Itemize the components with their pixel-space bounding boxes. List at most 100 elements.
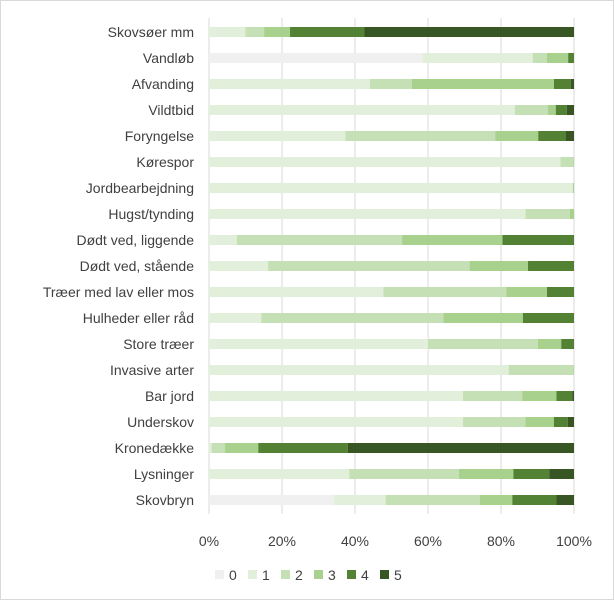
legend-label: 3	[328, 567, 336, 583]
bar-segment-4	[556, 391, 573, 401]
bar-segment-4	[502, 235, 574, 245]
bar-segment-2	[560, 157, 574, 167]
bar-segment-5	[567, 417, 574, 427]
bar-segment-3	[506, 287, 547, 297]
bar-segment-1	[422, 53, 533, 63]
bar-segment-4	[568, 53, 574, 63]
bar-segment-3	[537, 339, 562, 349]
bar-segment-2	[245, 27, 265, 37]
bar-segment-3	[573, 365, 574, 375]
bar-segment-4	[553, 417, 568, 427]
bar-segment-3	[411, 79, 554, 89]
bar-segment-2	[268, 261, 470, 271]
bar-segment-1	[209, 313, 262, 323]
bar-segment-3	[525, 417, 554, 427]
legend-swatch-3	[314, 570, 323, 579]
bar-segment-3	[495, 131, 539, 141]
category-label: Kørespor	[136, 154, 194, 170]
bar-segment-1	[209, 79, 370, 89]
category-label: Jordbearbejdning	[86, 180, 194, 196]
bar-segment-2	[463, 417, 526, 427]
bar-segment-2	[463, 391, 523, 401]
x-tick-label: 20%	[268, 533, 296, 549]
bar-segment-4	[512, 495, 557, 505]
bar-segment-3	[547, 105, 556, 115]
category-label: Bar jord	[145, 388, 194, 404]
category-label: Hugst/tynding	[108, 206, 194, 222]
category-label: Kronedække	[115, 440, 195, 456]
bar-segment-3	[469, 261, 529, 271]
bar-segment-4	[513, 469, 550, 479]
bar-segment-1	[209, 183, 573, 193]
bar-segment-1	[209, 27, 246, 37]
legend-swatch-4	[347, 570, 356, 579]
category-label: Skovbryn	[136, 492, 194, 508]
bar-segment-3	[522, 391, 557, 401]
legend-swatch-0	[215, 570, 224, 579]
bar-segment-4	[538, 131, 566, 141]
bar-segment-1	[209, 391, 464, 401]
bar-segment-1	[209, 105, 515, 115]
category-label: Vandløb	[143, 50, 194, 66]
bar-segment-4	[528, 261, 574, 271]
category-label: Vildtbid	[148, 102, 194, 118]
bar-segment-1	[209, 417, 464, 427]
bar-segment-5	[347, 443, 574, 453]
bar-segment-5	[565, 131, 574, 141]
bar-segment-5	[549, 469, 574, 479]
bar-segment-4	[546, 287, 574, 297]
bar-segment-3	[546, 53, 569, 63]
legend-label: 4	[361, 567, 369, 583]
bar-segment-3	[402, 235, 503, 245]
bar-segment-3	[569, 209, 574, 219]
bar-segment-2	[385, 495, 480, 505]
x-tick-label: 80%	[487, 533, 515, 549]
bar-segment-5	[570, 79, 574, 89]
category-label: Invasive arter	[110, 362, 194, 378]
category-label: Dødt ved, liggende	[76, 232, 194, 248]
bar-segment-2	[349, 469, 460, 479]
bar-segment-1	[209, 261, 269, 271]
bar-segment-1	[209, 209, 526, 219]
bar-segment-1	[209, 365, 509, 375]
bar-segment-2	[514, 105, 548, 115]
bar-segment-4	[258, 443, 348, 453]
bar-segment-0	[209, 53, 423, 63]
bar-segment-4	[555, 105, 567, 115]
bar-segment-1	[209, 235, 237, 245]
bar-segment-2	[532, 53, 547, 63]
category-label: Dødt ved, stående	[80, 258, 195, 274]
bar-segment-2	[428, 339, 538, 349]
bar-segment-3	[459, 469, 514, 479]
bar-segment-4	[290, 27, 365, 37]
legend-swatch-5	[380, 570, 389, 579]
category-label: Foryngelse	[125, 128, 194, 144]
bar-segment-1	[209, 469, 350, 479]
bar-segment-2	[261, 313, 444, 323]
legend-label: 1	[262, 567, 270, 583]
x-tick-label: 100%	[556, 533, 592, 549]
bar-segment-3	[264, 27, 291, 37]
category-label: Lysninger	[134, 466, 195, 482]
bar-segment-2	[236, 235, 403, 245]
category-label: Hulheder eller råd	[83, 310, 194, 326]
bar-segment-2	[345, 131, 496, 141]
category-label: Afvanding	[132, 76, 194, 92]
bar-segment-1	[209, 339, 428, 349]
bar-segment-2	[383, 287, 507, 297]
legend-swatch-2	[281, 570, 290, 579]
bar-segment-1	[209, 131, 346, 141]
bar-segment-2	[525, 209, 570, 219]
bar-segment-1	[333, 495, 386, 505]
bar-segment-1	[209, 443, 212, 453]
bar-segment-2	[369, 79, 412, 89]
bar-segment-2	[508, 365, 574, 375]
x-tick-label: 0%	[199, 533, 219, 549]
bar-segment-5	[572, 391, 574, 401]
legend-label: 0	[229, 567, 237, 583]
category-label: Træer med lav eller mos	[43, 284, 194, 300]
bar-segment-0	[209, 495, 334, 505]
bar-segment-4	[561, 339, 574, 349]
